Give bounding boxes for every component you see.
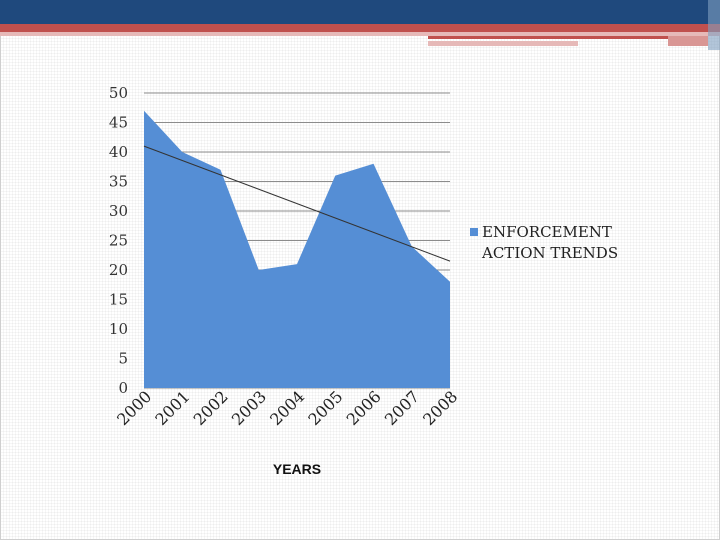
y-tick-label: 40: [109, 143, 128, 161]
header-accent-line: [428, 41, 578, 46]
legend-label-line-1: ENFORCEMENT: [482, 223, 612, 241]
y-tick-label: 25: [109, 232, 128, 250]
x-tick-label: 2006: [343, 387, 385, 429]
y-tick-label: 50: [109, 84, 128, 102]
x-tick-label: 2008: [419, 387, 461, 429]
header-accent-block: [708, 0, 720, 50]
x-tick-label: 2007: [381, 387, 423, 429]
header-bar-pink: [0, 32, 720, 36]
legend: ENFORCEMENT ACTION TRENDS: [470, 223, 618, 262]
y-tick-label: 15: [109, 291, 128, 309]
legend-swatch: [470, 228, 478, 236]
y-tick-label: 10: [109, 320, 128, 338]
legend-label-line-2: ACTION TRENDS: [481, 244, 618, 262]
series-area: [144, 110, 450, 388]
x-tick-label: 2003: [228, 387, 270, 429]
x-tick-label: 2002: [190, 387, 232, 429]
x-tick-label: 2005: [304, 387, 346, 429]
y-tick-label: 0: [118, 379, 128, 397]
y-tick-label: 5: [118, 350, 128, 368]
y-tick-label: 35: [109, 173, 128, 191]
y-tick-label: 20: [109, 261, 128, 279]
trend-line: [143, 145, 451, 262]
header-accent-block: [668, 36, 708, 46]
y-axis-ticks: 0 5 10 15 20 25 30 35 40 45 50: [109, 84, 128, 397]
y-tick-label: 45: [109, 114, 128, 132]
header-bar-red: [0, 24, 720, 32]
x-tick-label: 2001: [151, 387, 193, 429]
header-bar-blue: [0, 0, 720, 24]
header-accent-line: [428, 36, 668, 39]
x-axis-title: YEARS: [273, 461, 321, 477]
y-tick-label: 30: [109, 202, 128, 220]
x-tick-label: 2004: [266, 387, 308, 429]
